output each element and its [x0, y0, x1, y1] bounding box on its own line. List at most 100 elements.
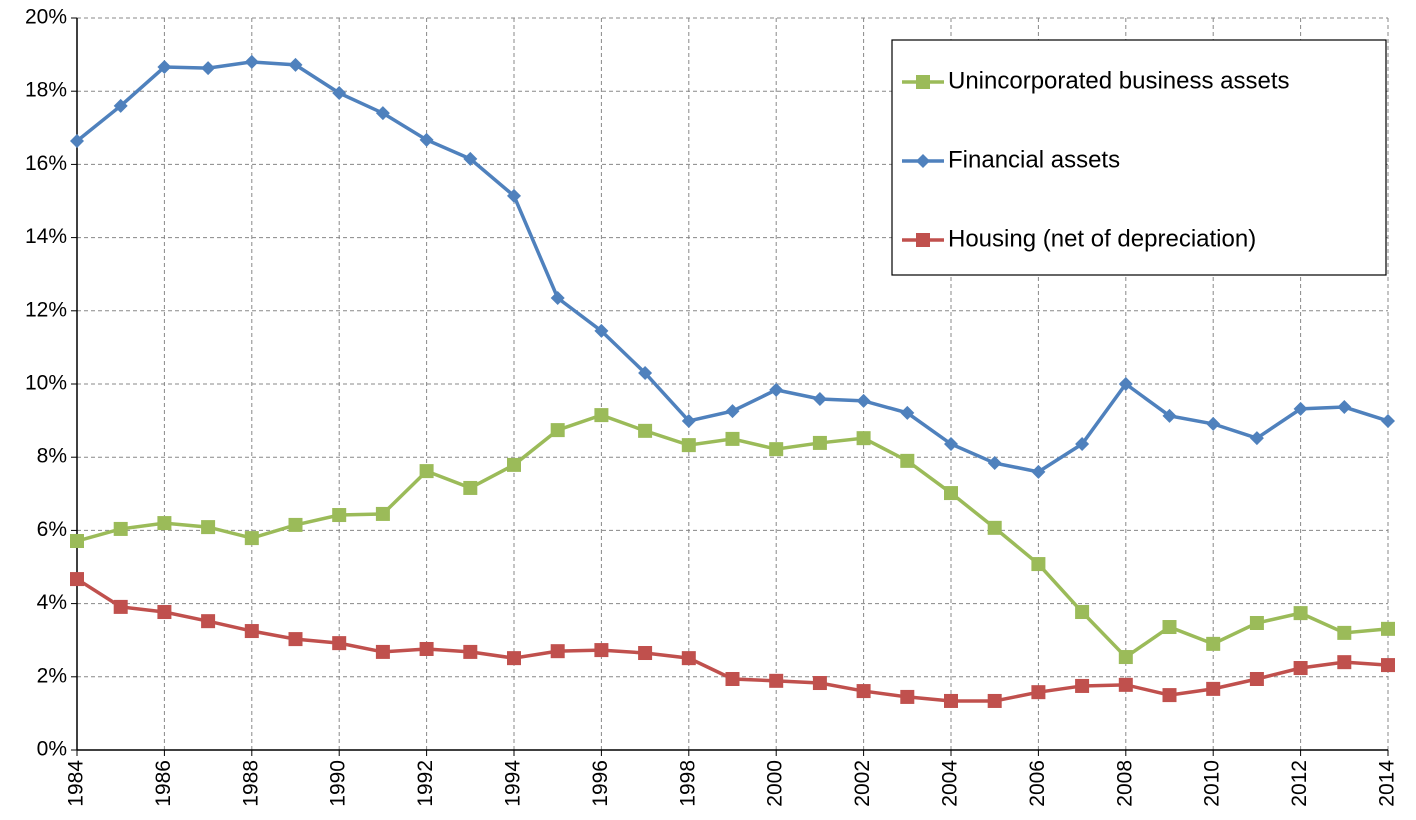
data-point [1206, 636, 1221, 651]
data-point [1206, 681, 1221, 696]
data-point [157, 605, 172, 620]
legend-marker [916, 233, 930, 247]
y-tick-label: 20% [25, 6, 67, 29]
data-point [769, 382, 784, 397]
y-tick-label: 16% [25, 152, 67, 175]
data-point [113, 521, 128, 536]
data-point [288, 57, 303, 72]
data-point [987, 693, 1002, 708]
data-point [812, 435, 827, 450]
y-tick-label: 14% [25, 225, 67, 248]
data-point [507, 457, 521, 472]
data-point [1118, 377, 1133, 391]
data-point [550, 423, 565, 438]
data-point [944, 437, 958, 452]
data-point [463, 644, 478, 659]
data-point [332, 508, 347, 523]
data-point [594, 408, 609, 423]
data-point [1075, 605, 1090, 620]
y-tick-label: 6% [37, 518, 67, 541]
data-point [681, 651, 696, 666]
legend-label: Unincorporated business assets [948, 67, 1290, 94]
data-point [332, 636, 347, 651]
x-tick-label: 1984 [65, 760, 88, 807]
data-point [70, 133, 84, 148]
data-point [332, 86, 347, 101]
legend-marker [916, 75, 930, 89]
data-point [375, 506, 390, 521]
data-point [1249, 671, 1264, 686]
data-point [201, 520, 216, 535]
x-tick-label: 2004 [939, 760, 962, 807]
data-point [725, 404, 740, 419]
data-point [812, 392, 827, 407]
data-point [1249, 431, 1264, 446]
series [70, 572, 1395, 708]
data-point [987, 520, 1002, 535]
legend-box [891, 39, 1387, 276]
data-point [1118, 650, 1133, 665]
x-tick-label: 2002 [851, 760, 874, 807]
data-point [419, 464, 434, 479]
y-tick-label: 2% [37, 664, 67, 687]
x-tick-label: 1992 [414, 760, 437, 807]
data-point [419, 132, 434, 147]
series [70, 408, 1395, 665]
data-point [944, 486, 958, 501]
data-point [157, 516, 172, 531]
legend: Unincorporated business assets Financial … [891, 39, 1387, 276]
data-point [157, 60, 172, 75]
data-point [550, 644, 565, 659]
data-point [1337, 400, 1352, 415]
data-point [638, 423, 653, 438]
data-point [244, 624, 259, 639]
data-point [1031, 557, 1046, 572]
data-point [1031, 464, 1046, 479]
data-point [725, 431, 740, 446]
legend-marker [916, 154, 930, 168]
data-point [1337, 625, 1352, 640]
data-point [769, 442, 784, 457]
data-point [288, 632, 303, 647]
data-point [1031, 685, 1046, 700]
data-point [594, 323, 609, 338]
data-point [1381, 413, 1395, 428]
y-tick-label: 8% [37, 445, 67, 468]
y-tick-label: 4% [37, 591, 67, 614]
x-tick-label: 2006 [1026, 760, 1049, 807]
data-point [375, 644, 390, 659]
data-point [70, 534, 84, 549]
data-point [681, 413, 696, 428]
data-point [419, 641, 434, 656]
x-tick-label: 2008 [1113, 760, 1136, 807]
data-point [507, 188, 521, 203]
data-point [463, 480, 478, 495]
data-point [987, 456, 1002, 471]
series [70, 54, 1395, 479]
data-point [1075, 678, 1090, 693]
data-point [594, 643, 609, 658]
x-tick-label: 1988 [239, 760, 262, 807]
data-point [856, 393, 871, 408]
data-point [70, 572, 84, 587]
x-tick-label: 2014 [1376, 760, 1399, 807]
legend-label: Housing (net of depreciation) [948, 225, 1256, 252]
data-point [201, 61, 216, 76]
x-tick-label: 1996 [589, 760, 612, 807]
data-point [900, 453, 915, 468]
series-line [76, 413, 1389, 660]
data-point [463, 151, 478, 166]
data-point [113, 98, 128, 113]
data-point [1162, 408, 1177, 423]
data-point [550, 290, 565, 305]
data-point [1337, 655, 1352, 670]
data-point [375, 106, 390, 121]
data-point [201, 614, 216, 629]
x-tick-label: 1986 [152, 760, 175, 807]
x-tick-label: 1998 [676, 760, 699, 807]
data-point [1162, 620, 1177, 635]
data-point [638, 366, 653, 381]
legend-label: Financial assets [948, 146, 1120, 173]
